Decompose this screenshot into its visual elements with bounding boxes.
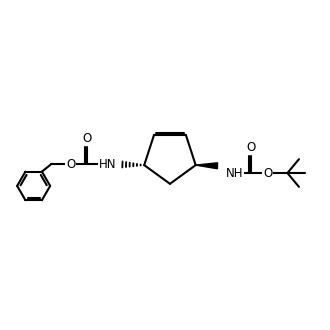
Text: NH: NH xyxy=(225,167,243,180)
Text: HN: HN xyxy=(99,158,117,171)
Text: O: O xyxy=(247,141,256,154)
Text: O: O xyxy=(263,167,272,180)
Text: O: O xyxy=(82,132,92,145)
Polygon shape xyxy=(196,163,217,169)
Text: O: O xyxy=(66,158,75,171)
